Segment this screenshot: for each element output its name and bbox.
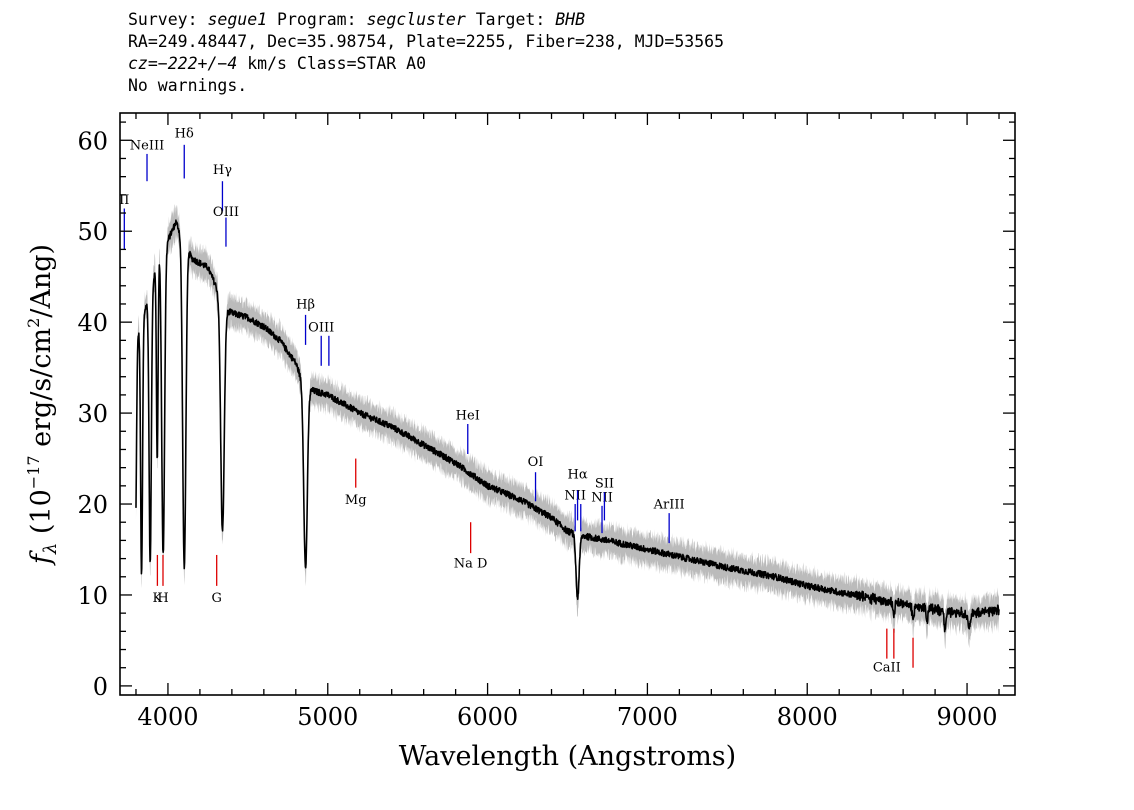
emission-line-label: NII xyxy=(591,490,613,505)
emission-line-label: HeI xyxy=(456,408,480,423)
absorption-line-label: H xyxy=(157,591,168,606)
absorption-line-label: Mg xyxy=(345,493,367,508)
absorption-line-label: K xyxy=(153,591,163,606)
header-line-coordinates: RA=249.48447, Dec=35.98754, Plate=2255, … xyxy=(128,32,725,51)
redshift-unit: km/s xyxy=(247,54,287,73)
spectrum-line xyxy=(135,219,1000,633)
emission-line-label: OI xyxy=(528,455,544,470)
absorption-line-label: G xyxy=(211,591,221,606)
axis-ticks xyxy=(120,113,1015,695)
survey-value: segue1 xyxy=(207,10,268,29)
y-tick-label: 40 xyxy=(77,309,108,337)
spectral-class: Class=STAR A0 xyxy=(296,54,427,73)
header-line-redshift: cz=−222+/−4 km/s Class=STAR A0 xyxy=(128,53,724,75)
emission-line-label: NII xyxy=(564,488,586,503)
emission-line-label: OIII xyxy=(213,205,239,220)
x-tick-label: 6000 xyxy=(457,703,518,731)
redshift-value: cz=−222+/−4 xyxy=(128,54,238,73)
y-tick-label: 0 xyxy=(93,673,108,701)
emission-line-label: Hδ xyxy=(175,127,194,142)
spectrum-series xyxy=(135,219,1000,633)
emission-line-label: OIII xyxy=(308,320,334,335)
spectral-line-markers: IINeIIIHδHγOIIIHβOIIIHeIOINIIHαNIISIIArI… xyxy=(119,127,914,675)
x-tick-label: 5000 xyxy=(297,703,358,731)
survey-label: Survey: xyxy=(128,10,198,29)
absorption-line-label: CaII xyxy=(873,660,901,675)
y-axis-title: fλ (10−17 erg/s/cm2/Ang) xyxy=(24,244,61,566)
spectrum-header: Survey: segue1 Program: segcluster Targe… xyxy=(128,9,724,97)
y-tick-label: 30 xyxy=(77,400,108,428)
error-band xyxy=(135,204,1000,650)
axis-tick-labels: 4000 5000 6000 7000 8000 9000 0 10 20 30 40 50 60 xyxy=(77,127,997,731)
x-axis-title: Wavelength (Angstroms) xyxy=(399,741,736,772)
x-tick-label: 4000 xyxy=(137,703,198,731)
target-value: BHB xyxy=(555,10,586,29)
y-tick-label: 10 xyxy=(77,582,108,610)
x-tick-label: 7000 xyxy=(617,703,678,731)
program-label: Program: xyxy=(277,10,357,29)
y-tick-label: 50 xyxy=(77,218,108,246)
error-band-area xyxy=(135,204,1000,650)
emission-line-label: SII xyxy=(595,477,614,492)
program-value: segcluster xyxy=(366,10,466,29)
y-tick-label: 20 xyxy=(77,491,108,519)
emission-line-label: Hβ xyxy=(296,298,315,313)
absorption-line-label: Na D xyxy=(454,557,488,572)
header-line-survey: Survey: segue1 Program: segcluster Targe… xyxy=(128,9,724,31)
emission-line-label: Hγ xyxy=(213,163,232,178)
x-tick-label: 9000 xyxy=(937,703,998,731)
target-label: Target: xyxy=(475,10,546,29)
emission-line-label: NeIII xyxy=(130,138,164,153)
plot-frame xyxy=(119,112,1016,696)
y-tick-label: 60 xyxy=(77,127,108,155)
emission-line-label: ArIII xyxy=(653,498,685,513)
emission-line-label: Hα xyxy=(568,468,588,483)
x-tick-label: 8000 xyxy=(777,703,838,731)
header-line-warnings: No warnings. xyxy=(128,76,248,95)
emission-line-label: II xyxy=(119,193,129,208)
